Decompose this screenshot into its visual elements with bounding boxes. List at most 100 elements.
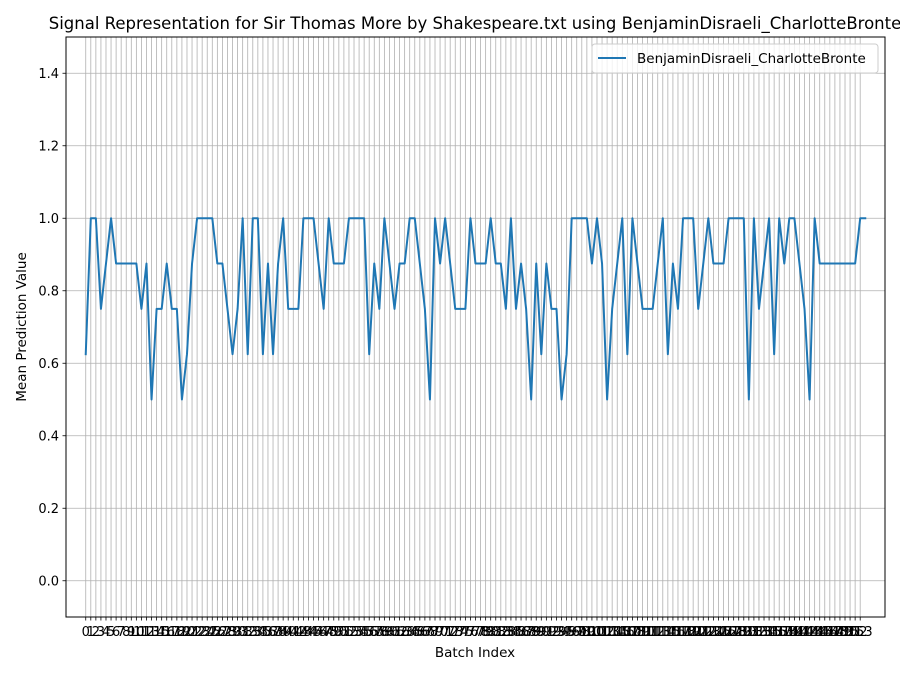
x-tick-label: 128 [721, 625, 746, 640]
x-tick-label: 153 [848, 625, 873, 640]
x-tick-label: 25 [204, 625, 221, 640]
x-tick-label: 138 [772, 625, 797, 640]
x-tick-label: 36 [260, 625, 277, 640]
x-tick-label: 14 [148, 625, 165, 640]
x-tick-label: 44 [300, 625, 317, 640]
x-tick-label: 71 [437, 625, 454, 640]
x-tick-label: 150 [833, 625, 858, 640]
x-tick-label: 65 [406, 625, 423, 640]
x-tick-label: 137 [767, 625, 792, 640]
x-tick-label: 104 [600, 625, 625, 640]
x-tick-label: 32 [239, 625, 256, 640]
y-tick-label: 0.6 [38, 357, 59, 372]
x-tick-label: 27 [214, 625, 231, 640]
x-tick-label: 82 [493, 625, 510, 640]
x-tick-label: 1 [87, 625, 95, 640]
x-tick-label: 69 [427, 625, 444, 640]
x-tick-label: 29 [224, 625, 241, 640]
x-tick-label: 61 [386, 625, 403, 640]
x-tick-label: 63 [396, 625, 413, 640]
x-gridlines [85, 37, 861, 617]
x-tick-label: 78 [472, 625, 489, 640]
x-tick-label: 70 [432, 625, 449, 640]
legend-label: BenjaminDisraeli_CharlotteBronte [637, 51, 866, 67]
x-tick-label: 136 [762, 625, 787, 640]
x-tick-label: 52 [341, 625, 358, 640]
x-tick-label: 35 [255, 625, 272, 640]
x-tick-label: 149 [828, 625, 853, 640]
x-tick-label: 146 [812, 625, 837, 640]
x-tick-label: 39 [275, 625, 292, 640]
x-tick-label: 101 [585, 625, 610, 640]
x-tick-label: 135 [757, 625, 782, 640]
x-tick-label: 12 [138, 625, 155, 640]
x-tick-label: 21 [184, 625, 201, 640]
x-tick-label: 4 [102, 625, 110, 640]
x-tick-label: 125 [706, 625, 731, 640]
x-tick-label: 99 [579, 625, 596, 640]
x-tick-label: 2 [92, 625, 100, 640]
x-tick-label: 126 [711, 625, 736, 640]
x-tick-label: 123 [696, 625, 721, 640]
x-tick-label: 80 [482, 625, 499, 640]
x-tick-label: 7 [117, 625, 125, 640]
x-tick-label: 152 [843, 625, 868, 640]
y-tick-label: 1.4 [38, 67, 59, 82]
x-tick-label: 127 [716, 625, 741, 640]
x-tick-label: 49 [325, 625, 342, 640]
x-tick-label: 31 [234, 625, 251, 640]
x-tick-label: 77 [467, 625, 484, 640]
x-axis-ticks: 0123456789101112131415161718192021222324… [82, 617, 873, 640]
x-tick-label: 134 [752, 625, 777, 640]
x-tick-label: 26 [209, 625, 226, 640]
x-tick-label: 115 [655, 625, 680, 640]
x-tick-label: 124 [701, 625, 726, 640]
x-tick-label: 151 [838, 625, 863, 640]
x-tick-label: 38 [270, 625, 287, 640]
x-tick-label: 141 [787, 625, 812, 640]
x-tick-label: 68 [422, 625, 439, 640]
x-tick-label: 114 [650, 625, 675, 640]
x-tick-label: 9 [127, 625, 135, 640]
x-tick-label: 143 [797, 625, 822, 640]
x-tick-label: 54 [351, 625, 368, 640]
x-tick-label: 75 [457, 625, 474, 640]
x-tick-label: 144 [802, 625, 827, 640]
x-tick-label: 95 [558, 625, 575, 640]
x-tick-label: 88 [523, 625, 540, 640]
x-tick-label: 111 [635, 625, 660, 640]
x-tick-label: 18 [169, 625, 186, 640]
x-tick-label: 145 [807, 625, 832, 640]
y-tick-label: 1.2 [38, 139, 59, 154]
x-tick-label: 22 [189, 625, 206, 640]
x-tick-label: 97 [568, 625, 585, 640]
x-tick-label: 105 [605, 625, 630, 640]
x-tick-label: 6 [112, 625, 120, 640]
x-tick-label: 66 [412, 625, 429, 640]
legend: BenjaminDisraeli_CharlotteBronte [591, 43, 879, 74]
y-axis-label: Mean Prediction Value [14, 252, 30, 402]
x-tick-label: 72 [442, 625, 459, 640]
x-tick-label: 33 [245, 625, 262, 640]
x-tick-label: 113 [645, 625, 670, 640]
x-tick-label: 57 [366, 625, 383, 640]
x-tick-label: 62 [391, 625, 408, 640]
x-tick-label: 5 [107, 625, 115, 640]
x-tick-label: 87 [518, 625, 535, 640]
x-tick-label: 130 [731, 625, 756, 640]
x-tick-label: 79 [477, 625, 494, 640]
y-axis-ticks: 0.0 0.2 0.4 0.6 0.8 1.0 1.2 1.4 [38, 67, 66, 589]
x-tick-label: 139 [777, 625, 802, 640]
x-tick-label: 140 [782, 625, 807, 640]
x-tick-label: 76 [462, 625, 479, 640]
x-tick-label: 93 [548, 625, 565, 640]
legend-box [591, 43, 879, 74]
x-tick-label: 34 [250, 625, 267, 640]
x-tick-label: 11 [133, 625, 150, 640]
x-tick-label: 133 [747, 625, 772, 640]
x-tick-label: 43 [295, 625, 312, 640]
x-tick-label: 119 [676, 625, 701, 640]
x-tick-label: 30 [229, 625, 246, 640]
x-tick-label: 110 [630, 625, 655, 640]
